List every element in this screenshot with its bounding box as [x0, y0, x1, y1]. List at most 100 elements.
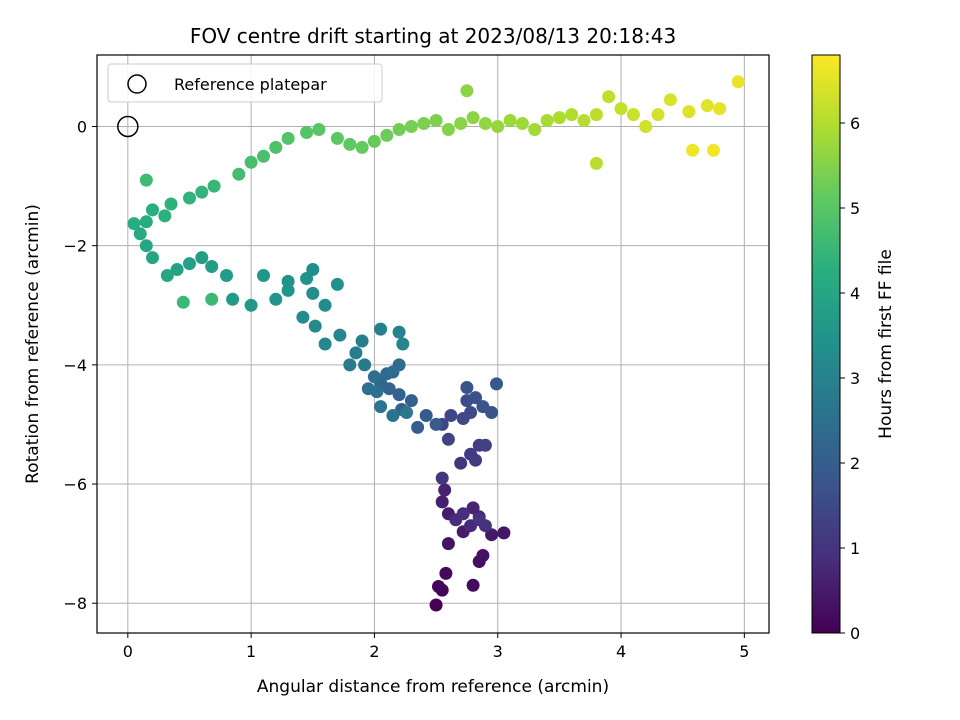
legend-box: [107, 63, 383, 103]
data-point: [367, 134, 381, 148]
data-point: [651, 108, 665, 122]
colorbar-ticks: 0 1 2 3 4 5 6: [840, 114, 860, 643]
data-point: [441, 432, 455, 446]
data-point: [281, 274, 295, 288]
data-point: [466, 578, 480, 592]
data-point: [396, 337, 410, 351]
reference-platepar-marker: [117, 115, 139, 138]
data-point: [170, 263, 184, 276]
legend: Reference platepar: [107, 63, 383, 103]
data-point: [589, 108, 603, 122]
data-point: [478, 438, 492, 452]
data-point: [343, 358, 357, 372]
data-point: [330, 277, 344, 291]
data-point: [485, 406, 499, 419]
y-tick-label: −4: [63, 356, 87, 375]
data-point: [160, 269, 174, 282]
data-point: [333, 328, 347, 342]
data-point: [146, 251, 159, 265]
data-point: [370, 385, 384, 399]
data-point: [244, 298, 258, 312]
data-point: [312, 123, 326, 136]
data-points: [127, 75, 745, 612]
colorbar: [811, 54, 841, 634]
data-point: [589, 156, 603, 170]
x-tick-label: 4: [616, 642, 626, 661]
y-tick-label: 0: [77, 118, 87, 137]
data-point: [464, 406, 478, 419]
data-point: [269, 292, 283, 306]
data-point: [183, 257, 196, 271]
data-point: [244, 155, 258, 169]
data-point: [146, 203, 159, 217]
data-point: [367, 370, 381, 384]
data-point: [257, 269, 270, 282]
data-point: [355, 140, 369, 154]
data-point: [435, 495, 449, 509]
data-point: [404, 394, 418, 408]
plot-frame: [96, 54, 770, 634]
data-point: [469, 453, 482, 467]
data-point: [454, 456, 468, 470]
y-ticks: 0 −2 −4 −6 −8: [63, 118, 97, 613]
data-point: [374, 400, 388, 414]
data-point: [700, 99, 714, 113]
data-point: [139, 239, 153, 253]
data-point: [686, 143, 700, 157]
data-point: [195, 251, 209, 265]
colorbar-tick-label: 0: [850, 624, 860, 643]
data-point: [429, 598, 443, 612]
data-point: [565, 108, 579, 122]
data-point: [139, 173, 153, 187]
data-point: [306, 263, 320, 276]
y-tick-label: −6: [63, 475, 87, 494]
legend-label-reference: Reference platepar: [174, 75, 327, 94]
colorbar-tick-label: 1: [850, 539, 860, 558]
y-tick-label: −2: [63, 237, 87, 256]
data-point: [435, 471, 449, 485]
x-axis-label: Angular distance from reference (arcmin): [257, 677, 609, 697]
data-point: [300, 126, 314, 139]
data-point: [133, 227, 147, 241]
data-point: [466, 111, 480, 125]
data-point: [417, 117, 431, 130]
data-point: [456, 507, 470, 521]
data-point: [707, 143, 720, 157]
colorbar-tick-label: 5: [850, 199, 860, 218]
data-point: [296, 310, 310, 324]
data-point: [731, 75, 745, 89]
data-point: [528, 123, 542, 136]
data-point: [411, 420, 425, 434]
data-point: [444, 409, 458, 422]
y-axis-label: Rotation from reference (arcmin): [23, 204, 43, 484]
data-point: [127, 217, 141, 231]
data-point: [438, 483, 452, 497]
colorbar-tick-label: 2: [850, 454, 860, 473]
data-point: [429, 114, 443, 127]
data-point: [269, 140, 283, 154]
data-point: [343, 137, 357, 151]
x-ticks: 0 1 2 3 4 5: [123, 633, 749, 661]
grid: [97, 55, 769, 633]
colorbar-tick-label: 3: [850, 369, 860, 388]
data-point: [207, 179, 221, 193]
data-point: [358, 358, 372, 372]
data-point: [478, 117, 492, 130]
data-point: [602, 90, 616, 104]
y-tick-label: −8: [63, 594, 87, 613]
data-point: [139, 215, 153, 229]
data-point: [349, 346, 363, 360]
data-point: [257, 149, 270, 163]
data-point: [663, 93, 677, 107]
data-point: [614, 102, 628, 116]
data-point: [454, 117, 468, 130]
colorbar-tick-label: 6: [850, 114, 860, 133]
data-point: [400, 406, 413, 419]
data-point: [404, 120, 418, 133]
data-point: [380, 128, 394, 142]
data-point: [306, 286, 320, 300]
data-point: [419, 409, 433, 422]
data-point: [176, 295, 190, 309]
x-tick-label: 2: [369, 642, 379, 661]
